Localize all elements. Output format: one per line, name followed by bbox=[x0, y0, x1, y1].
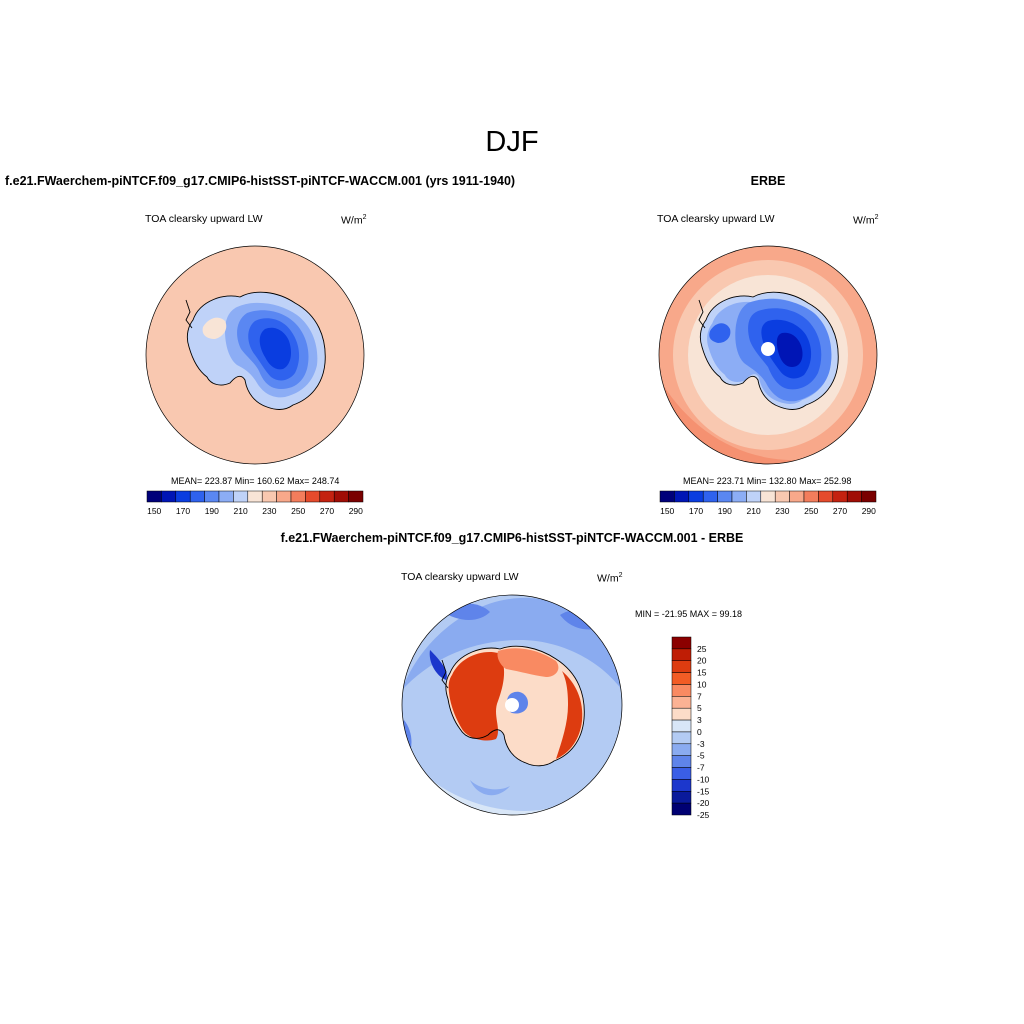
panel-right-colorbar-tick-label: 290 bbox=[862, 506, 876, 516]
panel-left-units: W/m2 bbox=[341, 214, 367, 227]
panel-left-colorbar-tick-label: 210 bbox=[234, 506, 248, 516]
panel-diff-colorbar-tick-label: -10 bbox=[697, 774, 710, 784]
panel-right-colorbar-tick-label: 230 bbox=[775, 506, 789, 516]
panel-right-colorbar-swatch bbox=[702, 490, 718, 503]
panel-diff-colorbar-tick-label: -7 bbox=[697, 763, 705, 773]
panel-diff-colorbar-tick-label: -25 bbox=[697, 810, 710, 820]
panel-left-colorbar-swatch bbox=[175, 490, 191, 503]
panel-diff-colorbar-tick-label: -5 bbox=[697, 751, 705, 761]
panel-diff-colorbar-swatch bbox=[671, 636, 692, 650]
panel-left-colorbar-swatch bbox=[146, 490, 162, 503]
panel-left-colorbar-swatch bbox=[204, 490, 220, 503]
panel-diff-colorbar-swatch bbox=[671, 802, 692, 816]
panel-left-colorbar-swatch bbox=[189, 490, 205, 503]
panel-diff-colorbar-tick-label: 10 bbox=[697, 679, 707, 689]
panel-right-colorbar-swatch bbox=[746, 490, 762, 503]
panel-diff-colorbar-swatch bbox=[671, 696, 692, 709]
panel-diff-stats: MIN = -21.95 MAX = 99.18 bbox=[635, 609, 743, 619]
panel-right-stats: MEAN= 223.71 Min= 132.80 Max= 252.98 bbox=[683, 476, 852, 486]
panel-right-colorbar-tick-label: 170 bbox=[689, 506, 703, 516]
panel-left-colorbar-swatch bbox=[333, 490, 349, 503]
panel-right-colorbar-swatch bbox=[717, 490, 733, 503]
panel-diff-colorbar-swatch bbox=[671, 779, 692, 792]
panel-diff-case-title: f.e21.FWaerchem-piNTCF.f09_g17.CMIP6-his… bbox=[280, 531, 744, 545]
panel-diff-colorbar-tick-label: 3 bbox=[697, 715, 702, 725]
panel-left-colorbar-tick-label: 170 bbox=[176, 506, 190, 516]
panel-right-colorbar-tick-label: 210 bbox=[747, 506, 761, 516]
panel-diff-colorbar-tick-label: -20 bbox=[697, 798, 710, 808]
panel-right-colorbar-swatch bbox=[760, 490, 776, 503]
panel-right-map bbox=[658, 245, 878, 465]
panel-left-colorbar-tick-label: 290 bbox=[349, 506, 363, 516]
panel-left-colorbar-tick-label: 230 bbox=[262, 506, 276, 516]
panel-diff-colorbar-tick-label: -3 bbox=[697, 739, 705, 749]
panel-left-colorbar: 150 170 190 210 230 250 270 290 bbox=[146, 490, 364, 516]
panel-diff-colorbar-swatch bbox=[671, 731, 692, 745]
panel-diff-units: W/m2 bbox=[597, 572, 623, 585]
panel-left-colorbar-swatch bbox=[305, 490, 321, 503]
panel-right-colorbar-swatch bbox=[861, 490, 877, 503]
panel-right-colorbar-swatch bbox=[846, 490, 862, 503]
panel-left-colorbar-swatch bbox=[276, 490, 292, 503]
panel-left-variable: TOA clearsky upward LW bbox=[145, 213, 263, 225]
panel-diff-colorbar-swatch bbox=[671, 791, 692, 804]
panel-diff-colorbar-tick-label: 5 bbox=[697, 703, 702, 713]
panel-left-stats: MEAN= 223.87 Min= 160.62 Max= 248.74 bbox=[171, 476, 340, 486]
panel-left-colorbar-swatch bbox=[233, 490, 249, 503]
panel-left-colorbar-swatch bbox=[290, 490, 306, 503]
panel-left-colorbar-swatch bbox=[348, 490, 364, 503]
panel-right-colorbar-tick-label: 190 bbox=[718, 506, 732, 516]
panel-diff-colorbar-tick-label: 0 bbox=[697, 727, 702, 737]
panel-left-colorbar-swatch bbox=[161, 490, 177, 503]
panel-diff-colorbar-swatch bbox=[671, 767, 692, 780]
panel-left-colorbar-tick-label: 150 bbox=[147, 506, 161, 516]
panel-right-colorbar: 150 170 190 210 230 250 270 290 bbox=[659, 490, 877, 516]
panel-right-colorbar-tick-label: 150 bbox=[660, 506, 674, 516]
panel-diff-colorbar-swatch bbox=[671, 648, 692, 661]
panel-right-colorbar-tick-label: 270 bbox=[833, 506, 847, 516]
panel-diff-colorbar-tick-label: 25 bbox=[697, 644, 707, 654]
panel-diff-colorbar-swatch bbox=[671, 707, 692, 721]
panel-left-colorbar-tick-label: 250 bbox=[291, 506, 305, 516]
panel-right-colorbar-swatch bbox=[832, 490, 848, 503]
panel-left-colorbar-swatch bbox=[261, 490, 277, 503]
panel-right-colorbar-swatch bbox=[803, 490, 819, 503]
panel-right-colorbar-swatch bbox=[789, 490, 805, 503]
panel-diff-colorbar-swatch bbox=[671, 672, 692, 685]
panel-diff-colorbar-tick-label: -15 bbox=[697, 786, 710, 796]
panel-diff-colorbar-swatch bbox=[671, 719, 692, 733]
panel-diff-colorbar-swatch bbox=[671, 660, 692, 673]
panel-left-colorbar-swatch bbox=[319, 490, 335, 503]
figure-title: DJF bbox=[485, 126, 539, 158]
panel-right-units: W/m2 bbox=[853, 214, 879, 227]
panel-right-colorbar-swatch bbox=[774, 490, 790, 503]
panel-right-variable: TOA clearsky upward LW bbox=[657, 213, 775, 225]
panel-right-colorbar-swatch bbox=[731, 490, 747, 503]
panel-diff-colorbar-tick-label: 15 bbox=[697, 668, 707, 678]
panel-right-colorbar-swatch bbox=[659, 490, 675, 503]
panel-left-case-title: f.e21.FWaerchem-piNTCF.f09_g17.CMIP6-his… bbox=[5, 174, 516, 188]
panel-diff-colorbar-swatch bbox=[671, 684, 692, 697]
panel-right-colorbar-swatch bbox=[688, 490, 704, 503]
panel-diff-colorbar-swatch bbox=[671, 755, 692, 768]
panel-right-case-title: ERBE bbox=[750, 174, 786, 188]
panel-diff-map bbox=[401, 594, 623, 816]
panel-left-map bbox=[145, 245, 365, 465]
panel-right-colorbar-swatch bbox=[674, 490, 690, 503]
panel-left-colorbar-tick-label: 270 bbox=[320, 506, 334, 516]
panel-left-colorbar-swatch bbox=[247, 490, 263, 503]
panel-left-colorbar-tick-label: 190 bbox=[205, 506, 219, 516]
panel-diff-colorbar-tick-label: 7 bbox=[697, 691, 702, 701]
panel-diff-colorbar-tick-label: 20 bbox=[697, 656, 707, 666]
panel-diff-colorbar-swatch bbox=[671, 743, 692, 756]
panel-left-colorbar-swatch bbox=[218, 490, 234, 503]
panel-right-colorbar-swatch bbox=[818, 490, 834, 503]
panel-diff-variable: TOA clearsky upward LW bbox=[401, 571, 519, 583]
panel-right-colorbar-tick-label: 250 bbox=[804, 506, 818, 516]
